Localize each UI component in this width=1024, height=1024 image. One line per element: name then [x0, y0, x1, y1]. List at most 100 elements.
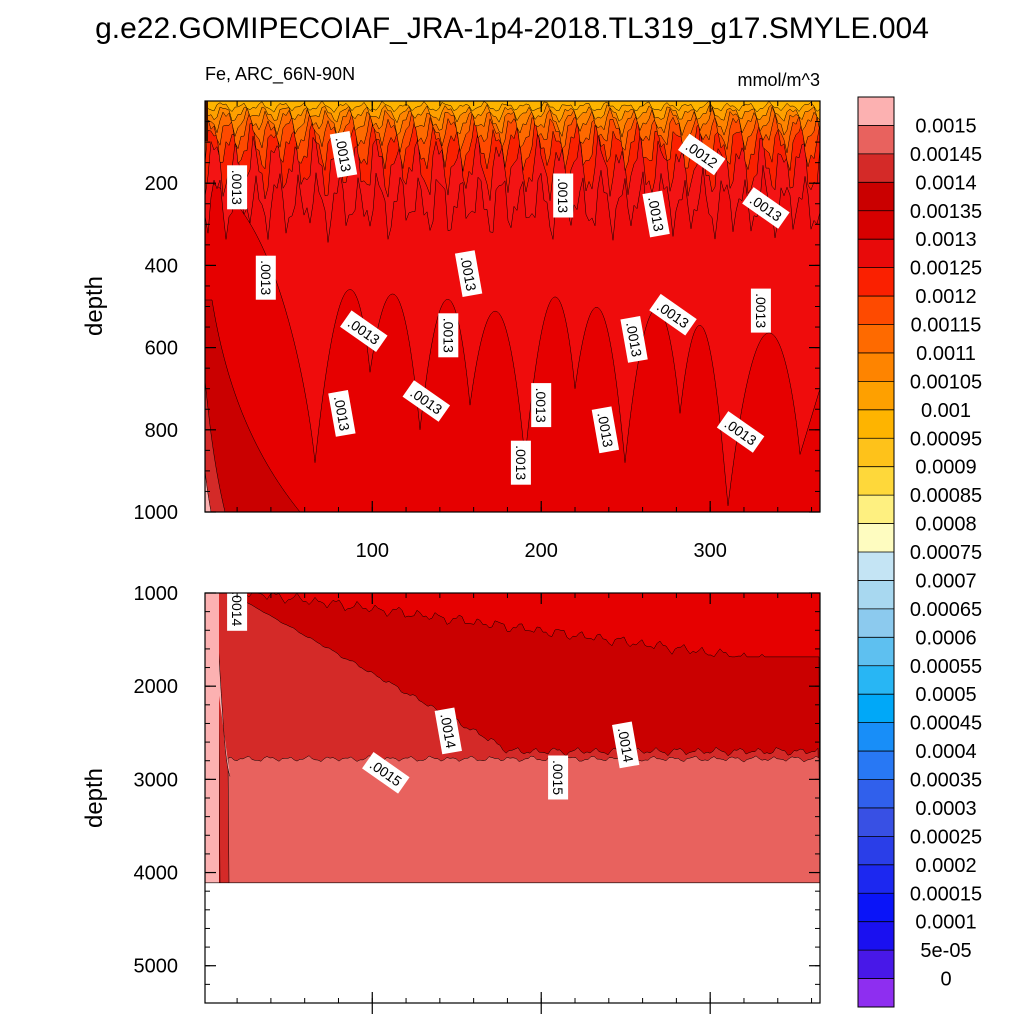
contour-label: .0015 [548, 755, 569, 800]
colorbar-swatch [858, 466, 894, 496]
colorbar-label: 0.00065 [910, 599, 982, 621]
lower-x-axis [236, 593, 813, 1014]
colorbar-swatch [858, 864, 894, 894]
colorbar-swatch [858, 409, 894, 439]
contour-label-text: .0013 [258, 260, 274, 295]
contour-label: .0013 [510, 440, 531, 485]
contour-label-text: .0013 [623, 321, 645, 358]
contour-band [205, 299, 301, 512]
contour-label-text: .0013 [440, 318, 456, 353]
colorbar-label: 0.001 [921, 400, 971, 422]
contour-label: .0013 [591, 406, 620, 454]
contour-label-text: .0013 [753, 293, 769, 328]
contour-band [205, 593, 219, 883]
x-tick-label: 100 [356, 540, 389, 562]
colorbar-label: 0.00035 [910, 770, 982, 792]
contour-label: .0014 [227, 586, 248, 631]
colorbar-label: 0.00125 [910, 258, 982, 280]
colorbar-swatch [858, 580, 894, 610]
colorbar-label: 0.00095 [910, 428, 982, 450]
contour-label: .0014 [612, 721, 640, 769]
colorbar-swatch [858, 296, 894, 325]
y-tick-label: 1000 [134, 502, 179, 524]
contour-label: .0013 [531, 383, 552, 428]
y-tick-label: 5000 [134, 956, 179, 978]
upper-left-title: Fe, ARC_66N-90N [205, 64, 355, 85]
contour-label: .0013 [553, 173, 574, 218]
y-tick-label: 3000 [134, 769, 179, 791]
contour-label-text: .0013 [555, 178, 571, 213]
x-tick-label: 300 [693, 540, 726, 562]
colorbar-swatch [858, 637, 894, 667]
contour-label: .0013 [328, 389, 356, 437]
y-tick-label: 4000 [134, 863, 179, 885]
contour-label-text: .0015 [550, 760, 566, 795]
colorbar-label: 0.0008 [915, 514, 976, 536]
lower-panel: .0014.0014.0015.0015.0014 10002000300040… [81, 583, 821, 1014]
colorbar-swatch [858, 836, 894, 866]
contour-band [205, 469, 212, 512]
colorbar-swatch [858, 552, 894, 581]
colorbar-label: 0.00075 [910, 542, 982, 564]
colorbar-label: 0 [940, 969, 951, 991]
no-data-region [205, 882, 820, 1003]
colorbar-swatch [858, 523, 894, 553]
contour-label: .0013 [329, 130, 358, 178]
colorbar-label: 0.00085 [910, 485, 982, 507]
colorbar-label: 0.0003 [915, 798, 976, 820]
colorbar-label: 0.0005 [915, 684, 976, 706]
colorbar-swatch [858, 125, 894, 155]
lower-y-axis-label: depth [81, 768, 108, 828]
contour-label: .0013 [438, 313, 459, 358]
contour-label: .0013 [454, 250, 483, 298]
colorbar-label: 5e-05 [920, 940, 971, 962]
colorbar-label: 0.0004 [915, 741, 976, 763]
y-tick-label: 200 [145, 173, 178, 195]
contour-label: .0013 [642, 190, 670, 238]
colorbar-swatch [858, 950, 894, 979]
contour-label-text: .0013 [229, 170, 245, 205]
colorbar-swatch [858, 97, 894, 126]
contour-label-text: .0014 [229, 591, 245, 626]
colorbar-label: 0.0006 [915, 627, 976, 649]
colorbar-swatch [858, 665, 894, 695]
y-tick-label: 800 [145, 420, 178, 442]
contour-label-text: .0014 [615, 726, 637, 763]
colorbar-swatch [858, 352, 894, 382]
contour-label-text: .0013 [645, 195, 667, 232]
colorbar-label: 0.0013 [915, 229, 976, 251]
colorbar-label: 0.0012 [915, 286, 976, 308]
upper-y-axis-label: depth [81, 276, 108, 336]
contour-label-text: .0013 [513, 445, 529, 480]
colorbar-label: 0.00045 [910, 713, 982, 735]
contour-label: .0014 [434, 707, 462, 755]
colorbar-label: 0.0001 [915, 912, 976, 934]
y-tick-label: 1000 [134, 583, 179, 605]
contour-label-text: .0014 [437, 712, 459, 749]
colorbar: 0.0015 0.00145 0.0014 0.00135 0.0013 0.00125 0… [857, 96, 982, 1008]
colorbar-swatch [858, 608, 894, 638]
contour-label: .0013 [402, 380, 451, 422]
contour-label-text: .0013 [533, 388, 549, 423]
colorbar-swatch [858, 210, 894, 240]
colorbar-label: 0.00025 [910, 826, 982, 848]
colorbar-swatch [858, 978, 894, 1008]
colorbar-label: 0.00135 [910, 201, 982, 223]
surface-edge [205, 101, 208, 141]
colorbar-label: 0.00105 [910, 371, 982, 393]
contour-label: .0013 [716, 411, 765, 453]
contour-label-text: .0013 [594, 411, 616, 448]
colorbar-swatch [858, 694, 894, 723]
contour-label-text: .0013 [458, 255, 480, 292]
contour-band [227, 755, 820, 884]
figure-title: g.e22.GOMIPECOIAF_JRA-1p4-2018.TL319_g17… [95, 12, 929, 45]
colorbar-swatch [858, 722, 894, 752]
y-tick-label: 400 [145, 255, 178, 277]
colorbar-label: 0.00055 [910, 656, 982, 678]
colorbar-swatch [858, 807, 894, 837]
colorbar-label: 0.0002 [915, 855, 976, 877]
colorbar-swatch [858, 182, 894, 212]
colorbar-label: 0.0011 [916, 343, 976, 365]
colorbar-swatch [858, 893, 894, 922]
